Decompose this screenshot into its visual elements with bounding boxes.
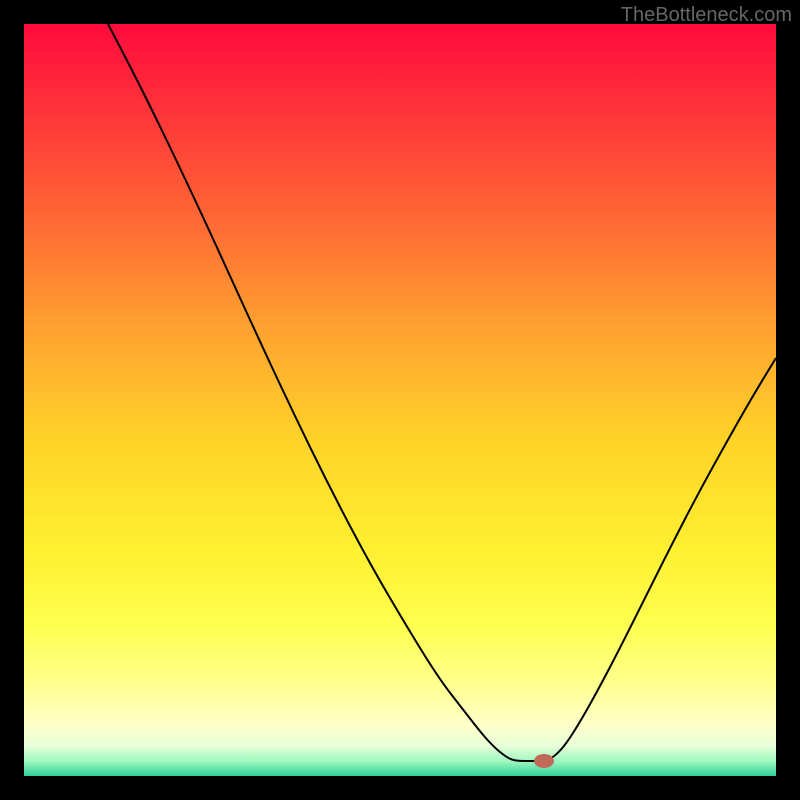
marker-dot [534, 754, 554, 768]
plot-background [24, 24, 776, 776]
watermark-text: TheBottleneck.com [621, 4, 792, 27]
chart-container: TheBottleneck.com [0, 0, 800, 800]
chart-svg [0, 0, 800, 800]
